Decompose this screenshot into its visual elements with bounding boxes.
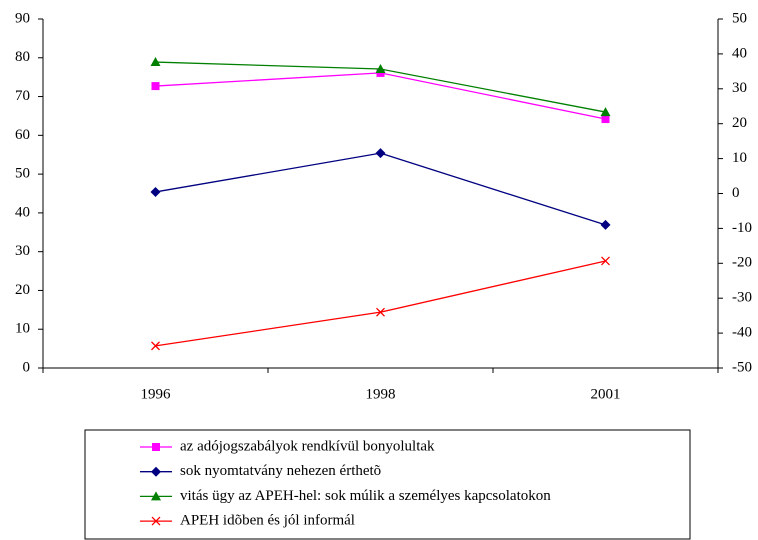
series-line [155, 72, 606, 120]
x-tick-label: 1998 [366, 386, 396, 402]
y-tick-label: 90 [15, 10, 30, 26]
marker [150, 57, 161, 67]
y-tick-label: 50 [15, 166, 30, 182]
y2-tick-label: 50 [732, 10, 747, 26]
series-line [155, 260, 606, 347]
marker [601, 256, 610, 266]
marker [151, 341, 160, 351]
marker [600, 107, 611, 117]
y2-tick-label: 0 [732, 185, 740, 201]
y2-tick-label: -20 [732, 255, 752, 271]
marker [151, 491, 161, 501]
legend-label: sok nyomtatvány nehezen érthetõ [180, 463, 381, 479]
legend [84, 429, 691, 540]
series-line [155, 152, 606, 226]
y-tick-label: 10 [15, 321, 30, 337]
y-tick-label: 40 [15, 204, 30, 220]
marker [601, 115, 610, 124]
x-tick-label: 1996 [141, 386, 172, 402]
x-tick-label: 2001 [591, 386, 621, 402]
y2-tick-label: 10 [732, 150, 747, 166]
marker [152, 443, 160, 451]
marker [375, 64, 386, 74]
y2-tick-label: -10 [732, 220, 752, 236]
y-tick-label: 60 [15, 127, 30, 143]
y2-tick-label: -30 [732, 290, 752, 306]
y2-tick-label: -50 [732, 359, 752, 375]
y2-tick-label: 20 [732, 115, 747, 131]
y-tick-label: 0 [23, 359, 31, 375]
marker [376, 307, 385, 317]
marker [150, 186, 161, 197]
marker [375, 148, 386, 159]
marker [600, 219, 611, 230]
marker [151, 466, 161, 477]
y-tick-label: 20 [15, 282, 30, 298]
legend-label: az adójogszabályok rendkívül bonyolultak [180, 438, 435, 454]
marker [151, 82, 160, 91]
y-tick-label: 30 [15, 243, 30, 259]
y2-tick-label: 40 [732, 45, 747, 61]
y2-tick-label: 30 [732, 80, 747, 96]
y-tick-label: 70 [15, 88, 30, 104]
legend-label: APEH idõben és jól informál [180, 513, 355, 529]
y2-tick-label: -40 [732, 325, 752, 341]
y-tick-label: 80 [15, 49, 30, 65]
marker [151, 516, 161, 526]
legend-label: vitás ügy az APEH-hel: sok múlik a szemé… [180, 488, 551, 504]
